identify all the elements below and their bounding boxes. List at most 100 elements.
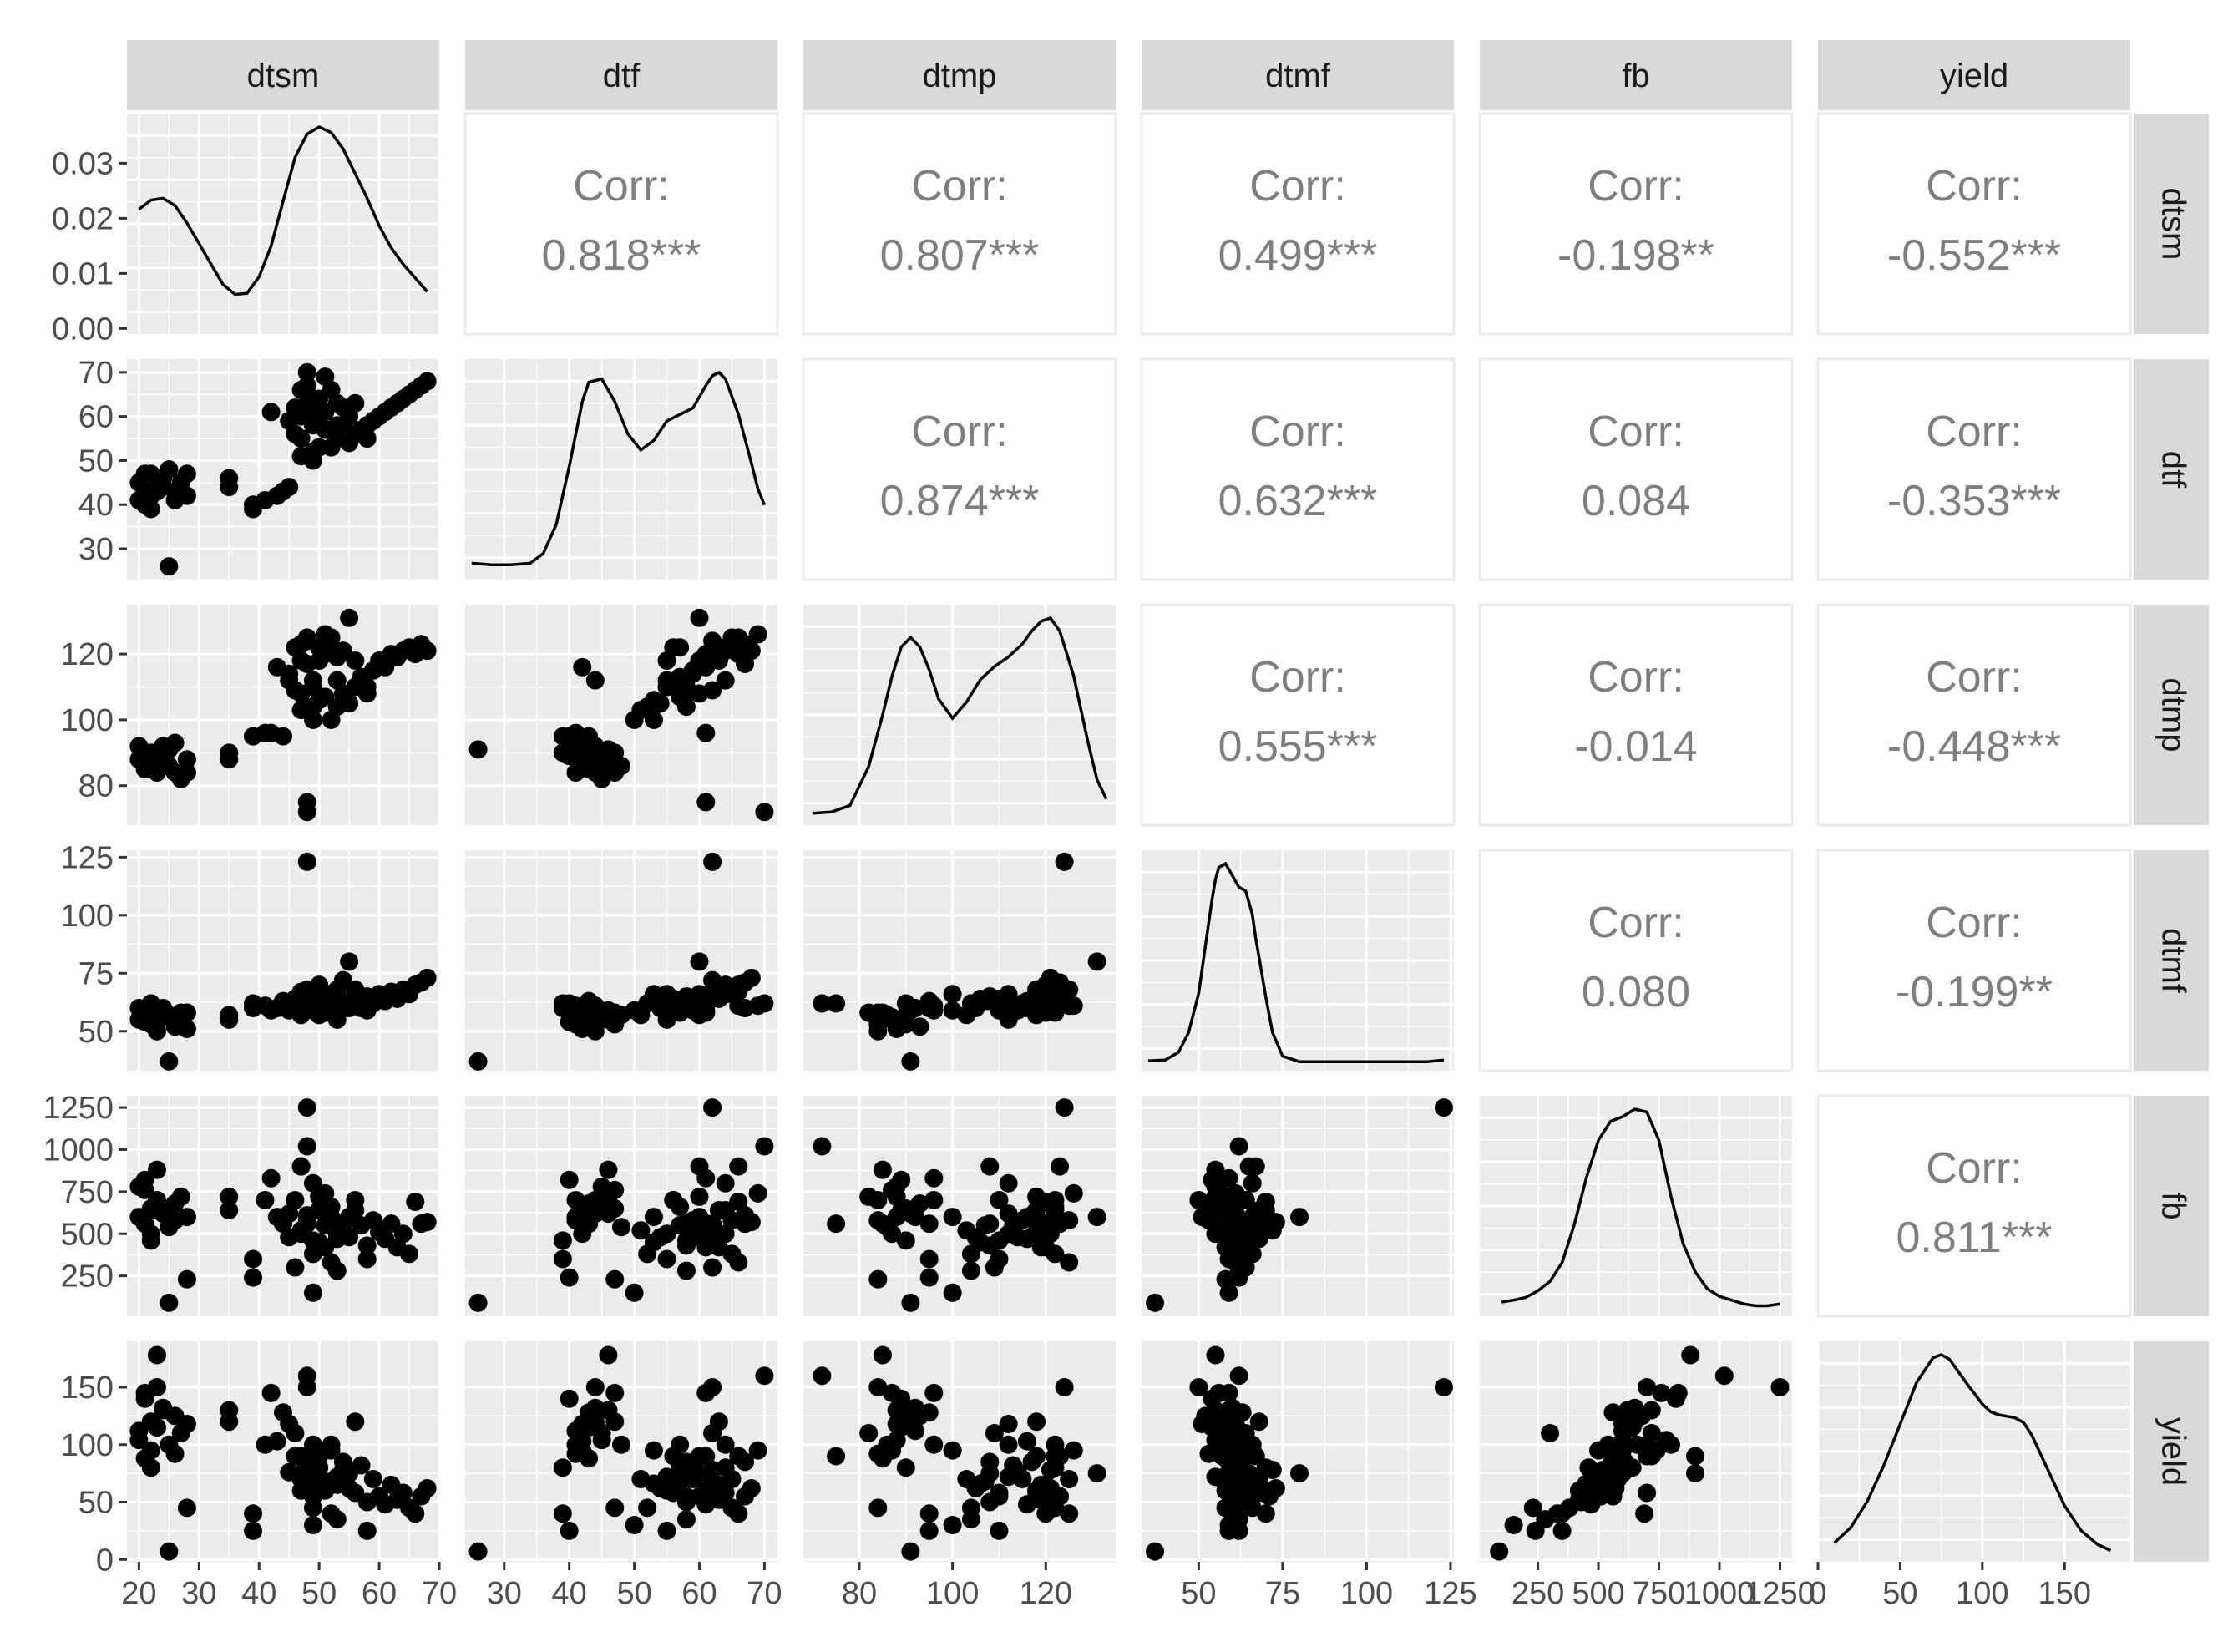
data-point xyxy=(303,1435,322,1454)
strip-top-yield xyxy=(1818,40,2130,110)
data-point xyxy=(291,1157,311,1176)
data-point xyxy=(573,1432,592,1451)
data-point xyxy=(177,750,196,769)
panel-dtsm-yield: Corr: -0.552*** xyxy=(1816,112,2132,336)
strip-right-dtf xyxy=(2134,359,2209,580)
data-point xyxy=(1686,1464,1705,1483)
strip-top-dtmf xyxy=(1142,40,1454,110)
data-point xyxy=(1290,1208,1309,1227)
data-point xyxy=(141,1458,160,1477)
data-point xyxy=(1246,1447,1265,1466)
data-point xyxy=(1060,1470,1079,1488)
data-point xyxy=(297,1378,316,1396)
x-tick-label-fb: 750 xyxy=(1633,1576,1685,1611)
data-point xyxy=(1246,1157,1265,1176)
panel-dtf-dtmp: Corr: 0.874*** xyxy=(802,357,1117,581)
data-point xyxy=(129,1421,149,1441)
density-curve-fb xyxy=(1501,1107,1780,1308)
data-point xyxy=(924,1383,944,1402)
panel-fb-dtmp xyxy=(803,1096,1116,1316)
data-point xyxy=(553,1231,572,1250)
y-tick-label-dtf: 50 xyxy=(78,443,114,479)
data-point xyxy=(291,447,311,466)
data-point xyxy=(418,372,437,391)
corr-panel-bg xyxy=(1816,603,2132,827)
data-point xyxy=(327,697,347,717)
data-point xyxy=(566,763,585,782)
data-point xyxy=(1055,852,1074,871)
data-point xyxy=(980,1214,1000,1234)
data-point xyxy=(1219,1462,1238,1482)
data-point xyxy=(1635,1504,1654,1523)
data-point xyxy=(985,1424,1004,1442)
data-point xyxy=(468,1293,488,1312)
data-point xyxy=(280,664,299,683)
corr-value: 0.499*** xyxy=(1218,231,1378,280)
corr-label: Corr: xyxy=(1926,1144,2023,1193)
data-point xyxy=(1060,1253,1079,1272)
data-point xyxy=(291,635,311,654)
data-point xyxy=(605,1383,625,1402)
data-point xyxy=(901,1052,920,1071)
data-point xyxy=(566,1190,585,1209)
data-point xyxy=(297,1098,316,1117)
data-point xyxy=(327,994,347,1013)
corr-value: 0.080 xyxy=(1582,968,1690,1016)
data-point xyxy=(748,996,767,1016)
data-point xyxy=(999,985,1018,1004)
data-point xyxy=(310,691,329,710)
data-point xyxy=(468,1052,488,1071)
data-point xyxy=(135,1180,154,1199)
data-point xyxy=(631,1006,651,1025)
data-point xyxy=(418,968,437,987)
panel-dtmf-dtmf xyxy=(1142,850,1454,1071)
data-point xyxy=(1226,1441,1245,1460)
data-point xyxy=(676,994,696,1013)
data-point xyxy=(1541,1424,1560,1442)
data-point xyxy=(1770,1378,1790,1396)
data-point xyxy=(135,1383,154,1402)
data-point xyxy=(244,1268,263,1287)
corr-value: 0.807*** xyxy=(880,231,1040,280)
data-point xyxy=(1638,1483,1657,1503)
data-point xyxy=(418,1479,437,1497)
data-point xyxy=(736,1206,755,1225)
panel-yield-dtmp xyxy=(803,1341,1116,1562)
corr-value: 0.811*** xyxy=(1896,1214,2053,1262)
data-point xyxy=(716,671,735,690)
y-tick-label-yield: 0 xyxy=(96,1543,114,1578)
data-point xyxy=(896,1006,915,1025)
y-tick-label-dtf: 60 xyxy=(78,400,114,435)
data-point xyxy=(709,651,728,670)
data-point xyxy=(286,1258,305,1277)
data-point xyxy=(943,1001,962,1020)
corr-label: Corr: xyxy=(1926,653,2023,702)
strip-label-right-dtmp: dtmp xyxy=(2155,678,2191,753)
corr-label: Corr: xyxy=(1926,408,2023,456)
data-point xyxy=(1434,1378,1453,1396)
data-point xyxy=(696,1214,716,1234)
data-point xyxy=(1236,1474,1255,1493)
data-point xyxy=(905,1398,924,1417)
data-point xyxy=(722,1244,742,1264)
data-point xyxy=(657,1001,676,1020)
data-point xyxy=(919,1504,939,1523)
data-point xyxy=(868,1003,888,1022)
data-point xyxy=(286,1190,305,1209)
y-tick-label-dtsm: 0.00 xyxy=(52,312,114,347)
data-point xyxy=(406,1504,425,1523)
corr-value: 0.818*** xyxy=(542,231,701,280)
x-tick-label-fb: 250 xyxy=(1512,1576,1564,1611)
data-point xyxy=(919,991,939,1011)
data-point xyxy=(1022,1452,1041,1472)
y-tick-label-fb: 250 xyxy=(61,1259,114,1295)
data-point xyxy=(1146,1542,1165,1561)
panel-fb-yield: Corr: 0.811*** xyxy=(1816,1094,2132,1318)
data-point xyxy=(961,994,980,1013)
data-point xyxy=(1523,1498,1542,1518)
data-point xyxy=(141,1231,160,1250)
corr-label: Corr: xyxy=(1926,162,2023,210)
x-tick-label-yield: 0 xyxy=(1809,1576,1826,1611)
data-point xyxy=(813,1366,832,1386)
corr-panel-bg xyxy=(1478,357,1794,581)
